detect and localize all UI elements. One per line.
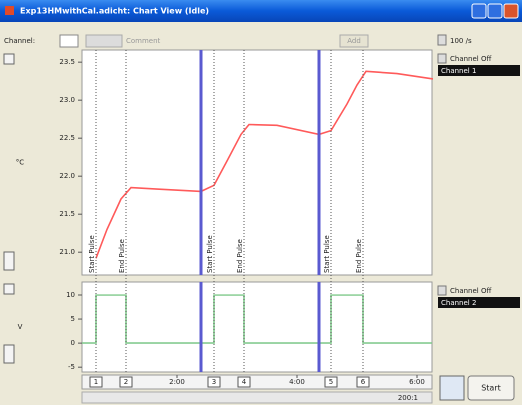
comment-number: 5	[329, 378, 333, 386]
comment-text: Start Pulse	[323, 235, 331, 273]
y-tick-label: 22.5	[59, 134, 75, 142]
comment-box[interactable]	[237, 376, 251, 388]
y-tick-label: 23.5	[59, 58, 75, 66]
comment-text: End Pulse	[118, 239, 126, 273]
y-tick-label: 23.0	[59, 96, 75, 104]
channel-menu-button[interactable]	[3, 53, 15, 65]
channel-name: Channel 1	[441, 67, 476, 75]
y-tick-label: -5	[68, 363, 75, 371]
add-button[interactable]	[339, 34, 369, 48]
x-tick-label: 4:00	[289, 378, 305, 386]
y-tick-label: 21.0	[59, 248, 75, 256]
comment-text: Start Pulse	[206, 235, 214, 273]
comment-text: End Pulse	[355, 239, 363, 273]
rate-dropdown[interactable]	[437, 34, 447, 46]
trace	[96, 71, 433, 258]
channel-name-box[interactable]	[438, 297, 520, 308]
channel-select[interactable]	[59, 34, 79, 48]
scale-buttons[interactable]	[3, 344, 15, 364]
channel-status: Channel Off	[450, 287, 491, 295]
channel-name-box[interactable]	[438, 65, 520, 76]
comment-box[interactable]	[119, 376, 133, 388]
sample-rate: 100 /s	[450, 37, 472, 45]
trace	[82, 295, 432, 343]
channel-off-dropdown[interactable]	[437, 53, 447, 64]
channel-label: Channel:	[4, 37, 35, 45]
start-icon[interactable]	[439, 375, 465, 401]
comment-number: 6	[361, 378, 366, 386]
comment-button[interactable]: Comment	[126, 37, 161, 45]
channel-name: Channel 2	[441, 299, 476, 307]
y-tick-label: 22.0	[59, 172, 75, 180]
unit-label: V	[18, 323, 23, 331]
comment-number: 2	[124, 378, 128, 386]
channel-menu-button[interactable]	[3, 283, 15, 295]
window-title: Exp13HMwithCal.adicht: Chart View (Idle)	[20, 7, 209, 16]
close-button[interactable]	[503, 3, 519, 19]
y-tick-label: 10	[66, 291, 75, 299]
start-button[interactable]	[467, 375, 515, 401]
maximize-button[interactable]	[487, 3, 503, 19]
app-icon	[5, 6, 14, 15]
plot-area-2	[81, 281, 433, 373]
comment-box[interactable]	[207, 376, 221, 388]
comment-text: Start Pulse	[88, 235, 96, 273]
comment-number: 4	[242, 378, 247, 386]
comment-text: End Pulse	[236, 239, 244, 273]
x-tick-label: 2:00	[169, 378, 185, 386]
comment-number: 1	[94, 378, 98, 386]
zoom-level: 200:1	[398, 394, 418, 402]
y-tick-label: 0	[71, 339, 75, 347]
start-label: Start	[481, 384, 501, 393]
plot-area-1	[81, 49, 433, 276]
scale-buttons[interactable]	[3, 251, 15, 271]
comment-field[interactable]	[85, 34, 123, 48]
unit-label: °C	[16, 159, 25, 167]
y-tick-label: 21.5	[59, 210, 75, 218]
time-axis	[81, 374, 433, 390]
channel-status: Channel Off	[450, 55, 491, 63]
comment-number: 3	[212, 378, 216, 386]
x-tick-label: 6:00	[409, 378, 425, 386]
channel-off-dropdown[interactable]	[437, 285, 447, 296]
comment-box[interactable]	[356, 376, 370, 388]
y-tick-label: 5	[71, 315, 75, 323]
scroll-bar[interactable]	[81, 391, 433, 404]
minimize-button[interactable]	[471, 3, 487, 19]
comment-box[interactable]	[324, 376, 338, 388]
add-button-label: Add	[347, 37, 361, 45]
comment-box[interactable]	[89, 376, 103, 388]
title-bar	[0, 0, 522, 22]
